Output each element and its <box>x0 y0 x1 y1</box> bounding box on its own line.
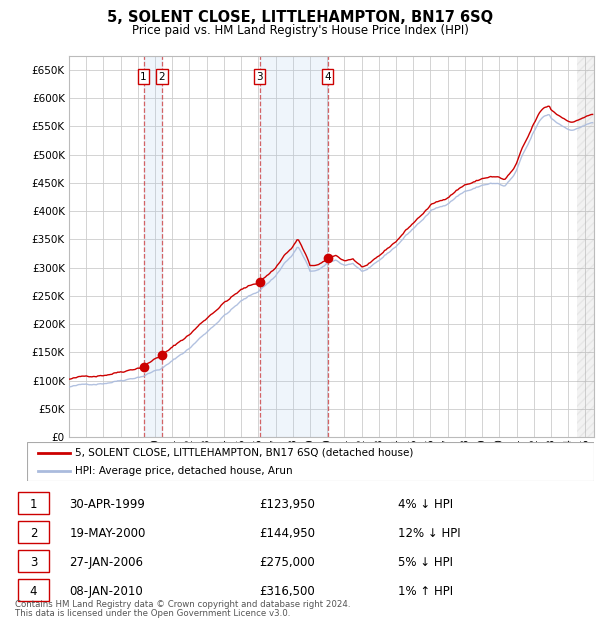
Text: 2: 2 <box>30 528 37 541</box>
FancyBboxPatch shape <box>18 551 49 572</box>
Text: 30-APR-1999: 30-APR-1999 <box>70 498 145 511</box>
Text: 4% ↓ HPI: 4% ↓ HPI <box>398 498 453 511</box>
FancyBboxPatch shape <box>18 521 49 543</box>
Text: £144,950: £144,950 <box>260 528 316 541</box>
FancyBboxPatch shape <box>27 442 594 481</box>
Text: 08-JAN-2010: 08-JAN-2010 <box>70 585 143 598</box>
FancyBboxPatch shape <box>18 579 49 601</box>
Text: 5, SOLENT CLOSE, LITTLEHAMPTON, BN17 6SQ (detached house): 5, SOLENT CLOSE, LITTLEHAMPTON, BN17 6SQ… <box>75 448 413 458</box>
Text: This data is licensed under the Open Government Licence v3.0.: This data is licensed under the Open Gov… <box>15 609 290 618</box>
Text: 1: 1 <box>140 72 147 82</box>
Bar <box>577 56 594 437</box>
Text: 1% ↑ HPI: 1% ↑ HPI <box>398 585 453 598</box>
Bar <box>143 56 161 437</box>
Text: 12% ↓ HPI: 12% ↓ HPI <box>398 528 461 541</box>
Text: £123,950: £123,950 <box>260 498 316 511</box>
Text: £275,000: £275,000 <box>260 556 316 569</box>
Text: 3: 3 <box>30 556 37 569</box>
Text: 4: 4 <box>30 585 37 598</box>
Text: £316,500: £316,500 <box>260 585 316 598</box>
Text: Price paid vs. HM Land Registry's House Price Index (HPI): Price paid vs. HM Land Registry's House … <box>131 24 469 37</box>
Text: 27-JAN-2006: 27-JAN-2006 <box>70 556 143 569</box>
Text: 5% ↓ HPI: 5% ↓ HPI <box>398 556 453 569</box>
FancyBboxPatch shape <box>18 492 49 514</box>
Text: 1: 1 <box>30 498 37 511</box>
Text: 2: 2 <box>158 72 165 82</box>
Text: 3: 3 <box>256 72 263 82</box>
Text: Contains HM Land Registry data © Crown copyright and database right 2024.: Contains HM Land Registry data © Crown c… <box>15 600 350 609</box>
Bar <box>260 56 328 437</box>
Text: 19-MAY-2000: 19-MAY-2000 <box>70 528 146 541</box>
Text: 4: 4 <box>324 72 331 82</box>
Text: HPI: Average price, detached house, Arun: HPI: Average price, detached house, Arun <box>75 466 293 476</box>
Text: 5, SOLENT CLOSE, LITTLEHAMPTON, BN17 6SQ: 5, SOLENT CLOSE, LITTLEHAMPTON, BN17 6SQ <box>107 10 493 25</box>
